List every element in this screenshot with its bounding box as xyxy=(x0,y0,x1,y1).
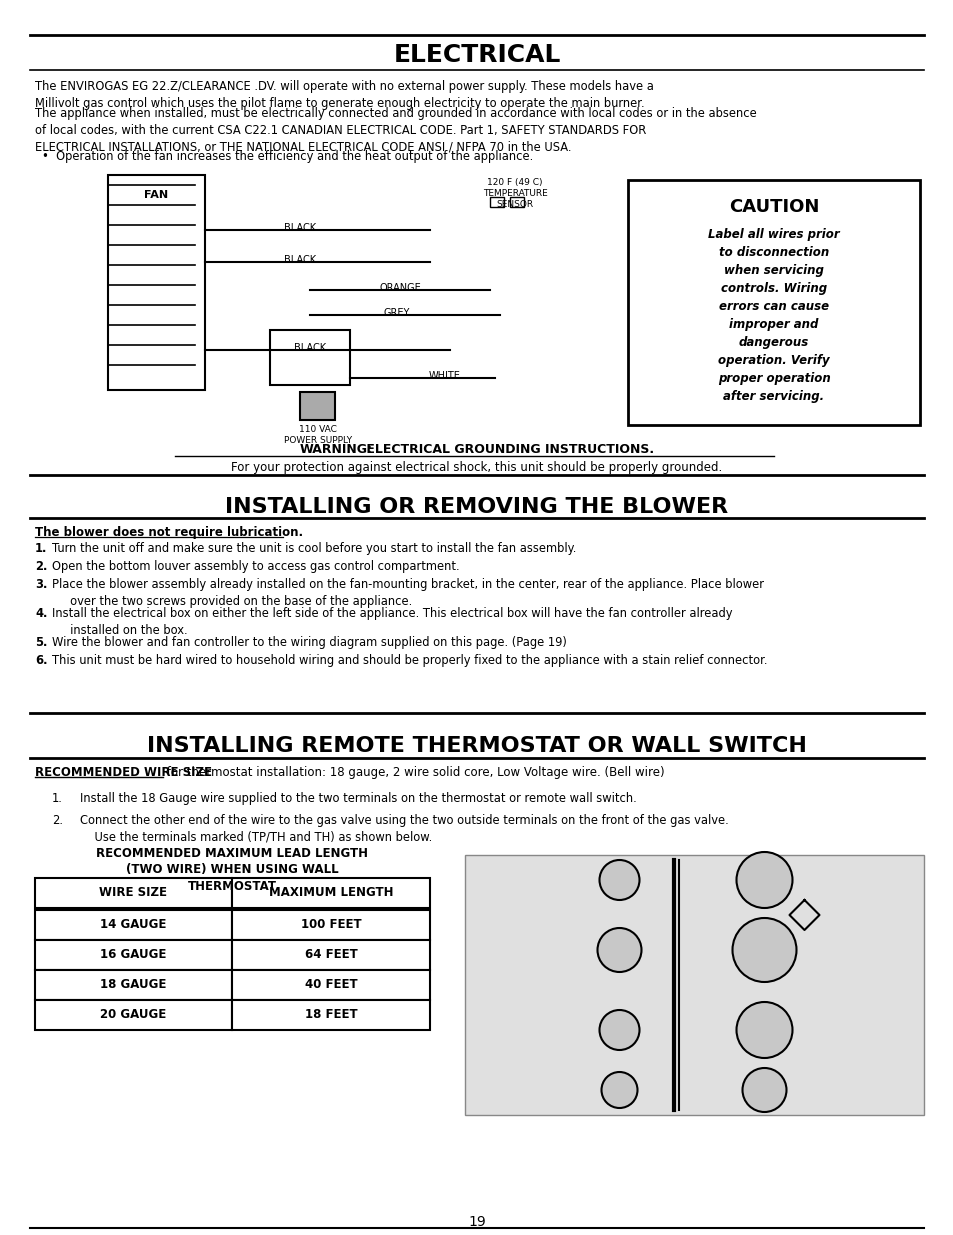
Text: INSTALLING OR REMOVING THE BLOWER: INSTALLING OR REMOVING THE BLOWER xyxy=(225,496,728,517)
Text: 16 GAUGE: 16 GAUGE xyxy=(100,948,167,962)
Bar xyxy=(299,391,335,420)
Text: 18 FEET: 18 FEET xyxy=(304,1009,357,1021)
Text: BLACK: BLACK xyxy=(284,254,315,266)
Text: For your protection against electrical shock, this unit should be properly groun: For your protection against electrical s… xyxy=(232,461,721,474)
Bar xyxy=(232,969,430,1000)
Text: GREY: GREY xyxy=(383,308,410,317)
Text: WIRE SIZE: WIRE SIZE xyxy=(99,887,168,899)
Text: 3.: 3. xyxy=(35,578,48,592)
Circle shape xyxy=(598,860,639,900)
Bar xyxy=(108,175,205,390)
Text: 5.: 5. xyxy=(35,636,48,650)
Bar xyxy=(232,878,430,908)
Circle shape xyxy=(732,918,796,982)
Text: MAXIMUM LENGTH: MAXIMUM LENGTH xyxy=(269,887,393,899)
Text: Turn the unit off and make sure the unit is cool before you start to install the: Turn the unit off and make sure the unit… xyxy=(52,542,576,555)
Text: 4.: 4. xyxy=(35,606,48,620)
Text: 64 FEET: 64 FEET xyxy=(304,948,357,962)
Text: Open the bottom louver assembly to access gas control compartment.: Open the bottom louver assembly to acces… xyxy=(52,559,459,573)
Text: Install the 18 Gauge wire supplied to the two terminals on the thermostat or rem: Install the 18 Gauge wire supplied to th… xyxy=(80,792,636,805)
Text: The ENVIROGAS EG 22.Z/CLEARANCE .DV. will operate with no external power supply.: The ENVIROGAS EG 22.Z/CLEARANCE .DV. wil… xyxy=(35,80,653,110)
Bar xyxy=(490,198,503,207)
Bar xyxy=(510,198,523,207)
Text: 2.: 2. xyxy=(35,559,48,573)
Text: Label all wires prior
to disconnection
when servicing
controls. Wiring
errors ca: Label all wires prior to disconnection w… xyxy=(707,228,839,403)
Text: 18 GAUGE: 18 GAUGE xyxy=(100,978,167,992)
Text: INSTALLING REMOTE THERMOSTAT OR WALL SWITCH: INSTALLING REMOTE THERMOSTAT OR WALL SWI… xyxy=(147,736,806,756)
Text: ORANGE: ORANGE xyxy=(378,283,420,293)
Text: 110 VAC
POWER SUPPLY: 110 VAC POWER SUPPLY xyxy=(284,425,352,445)
Text: ELECTRICAL: ELECTRICAL xyxy=(393,43,560,67)
Text: This unit must be hard wired to household wiring and should be properly fixed to: This unit must be hard wired to househol… xyxy=(52,655,767,667)
Text: 100 FEET: 100 FEET xyxy=(300,919,361,931)
Text: 14 GAUGE: 14 GAUGE xyxy=(100,919,167,931)
Bar xyxy=(232,910,430,940)
Bar xyxy=(35,1000,232,1030)
Bar xyxy=(35,910,232,940)
Circle shape xyxy=(736,852,792,908)
Text: Connect the other end of the wire to the gas valve using the two outside termina: Connect the other end of the wire to the… xyxy=(80,814,728,844)
Bar xyxy=(35,969,232,1000)
Bar xyxy=(232,1000,430,1030)
Text: RECOMMENDED WIRE SIZE: RECOMMENDED WIRE SIZE xyxy=(35,766,212,779)
Circle shape xyxy=(741,1068,785,1112)
Bar xyxy=(627,180,919,425)
Text: Wire the blower and fan controller to the wiring diagram supplied on this page. : Wire the blower and fan controller to th… xyxy=(52,636,566,650)
Circle shape xyxy=(597,927,640,972)
Bar xyxy=(464,855,923,1115)
Text: 19: 19 xyxy=(468,1215,485,1229)
Text: WHITE: WHITE xyxy=(429,370,460,382)
Bar xyxy=(35,940,232,969)
Text: 120 F (49 C)
TEMPERATURE
SENSOR: 120 F (49 C) TEMPERATURE SENSOR xyxy=(482,178,547,209)
Text: BLACK: BLACK xyxy=(284,224,315,233)
Text: 40 FEET: 40 FEET xyxy=(304,978,357,992)
Bar xyxy=(35,878,232,908)
Text: 2.: 2. xyxy=(52,814,63,827)
Text: ELECTRICAL GROUNDING INSTRUCTIONS.: ELECTRICAL GROUNDING INSTRUCTIONS. xyxy=(361,443,654,456)
Text: 6.: 6. xyxy=(35,655,48,667)
Text: The blower does not require lubrication.: The blower does not require lubrication. xyxy=(35,526,303,538)
Text: FAN: FAN xyxy=(144,190,169,200)
Text: for thermostat installation: 18 gauge, 2 wire solid core, Low Voltage wire. (Bel: for thermostat installation: 18 gauge, 2… xyxy=(163,766,664,779)
Circle shape xyxy=(601,1072,637,1108)
Text: •  Operation of the fan increases the efficiency and the heat output of the appl: • Operation of the fan increases the eff… xyxy=(42,149,533,163)
Circle shape xyxy=(736,1002,792,1058)
Bar xyxy=(232,940,430,969)
Text: CAUTION: CAUTION xyxy=(728,198,819,216)
Text: WARNING:: WARNING: xyxy=(299,443,373,456)
Circle shape xyxy=(598,1010,639,1050)
Text: 1.: 1. xyxy=(52,792,63,805)
Text: The appliance when installed, must be electrically connected and grounded in acc: The appliance when installed, must be el… xyxy=(35,107,756,154)
Text: 1.: 1. xyxy=(35,542,48,555)
Text: Install the electrical box on either the left side of the appliance. This electr: Install the electrical box on either the… xyxy=(52,606,732,637)
Bar xyxy=(270,330,350,385)
Text: Place the blower assembly already installed on the fan-mounting bracket, in the : Place the blower assembly already instal… xyxy=(52,578,763,608)
Text: 20 GAUGE: 20 GAUGE xyxy=(100,1009,167,1021)
Text: BLACK: BLACK xyxy=(294,343,326,353)
Text: RECOMMENDED MAXIMUM LEAD LENGTH
(TWO WIRE) WHEN USING WALL
THERMOSTAT: RECOMMENDED MAXIMUM LEAD LENGTH (TWO WIR… xyxy=(96,847,368,893)
